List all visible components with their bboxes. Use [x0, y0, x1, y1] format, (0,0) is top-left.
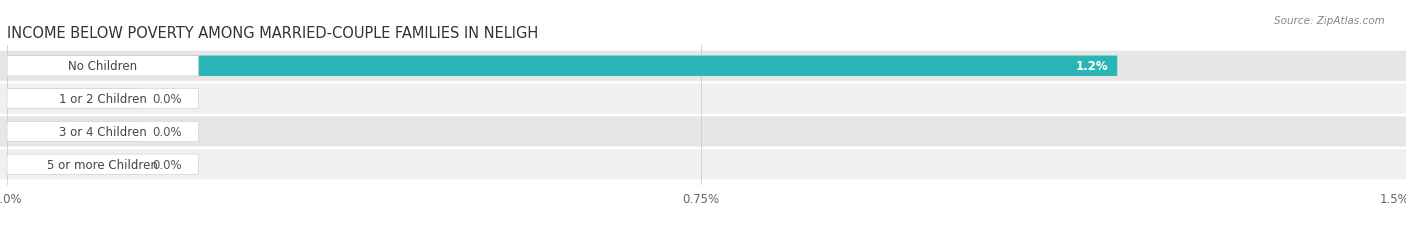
- FancyBboxPatch shape: [7, 89, 139, 109]
- Text: No Children: No Children: [69, 60, 138, 73]
- Text: INCOME BELOW POVERTY AMONG MARRIED-COUPLE FAMILIES IN NELIGH: INCOME BELOW POVERTY AMONG MARRIED-COUPL…: [7, 26, 538, 41]
- FancyBboxPatch shape: [7, 122, 139, 142]
- FancyBboxPatch shape: [7, 89, 198, 109]
- FancyBboxPatch shape: [7, 154, 198, 175]
- Text: Source: ZipAtlas.com: Source: ZipAtlas.com: [1274, 16, 1385, 26]
- Text: 0.0%: 0.0%: [153, 158, 183, 171]
- FancyBboxPatch shape: [7, 122, 198, 142]
- Text: 0.0%: 0.0%: [153, 125, 183, 138]
- Text: 1 or 2 Children: 1 or 2 Children: [59, 93, 146, 106]
- FancyBboxPatch shape: [7, 56, 1118, 77]
- FancyBboxPatch shape: [0, 149, 1406, 179]
- Text: 5 or more Children: 5 or more Children: [48, 158, 159, 171]
- FancyBboxPatch shape: [7, 154, 139, 175]
- Text: 1.2%: 1.2%: [1076, 60, 1108, 73]
- FancyBboxPatch shape: [7, 56, 198, 77]
- Text: 0.0%: 0.0%: [153, 93, 183, 106]
- Text: 3 or 4 Children: 3 or 4 Children: [59, 125, 146, 138]
- FancyBboxPatch shape: [0, 117, 1406, 147]
- FancyBboxPatch shape: [0, 84, 1406, 114]
- FancyBboxPatch shape: [0, 52, 1406, 82]
